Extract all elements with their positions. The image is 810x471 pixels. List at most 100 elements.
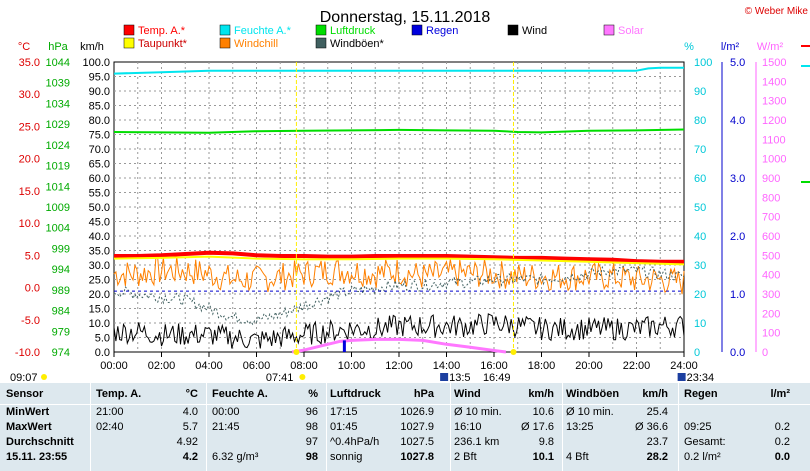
stats-cell: 97 [305,436,318,448]
x-tick-label: 24:00 [670,360,698,372]
stats-cell: hPa [413,388,434,400]
stats-cell: km/h [528,388,554,400]
press-tick-label: 999 [52,243,70,255]
chart-legend: Temp. A.* Feuchte A.* Luftdruck Regen Wind So… [123,24,644,50]
rain-tick-label: 5.0 [730,57,745,69]
stats-cell: Feuchte A. [212,388,268,400]
solar-tick-label: 900 [762,173,780,185]
wind-tick-label: 100.0 [82,57,110,69]
legend-label: Feuchte A.* [234,25,292,37]
stats-cell: 15.11. 23:55 [6,451,68,463]
moon-start-label: 13:5 [449,372,470,383]
series-smooth-2 [113,66,684,75]
legend-swatch [219,37,231,49]
temp-tick-label: -5.0 [21,315,40,327]
stats-divider [678,383,679,471]
temp-tick-label: 35.0 [19,57,40,69]
solar-tick-label: 800 [762,192,780,204]
sun-icon-rise [299,374,306,380]
wind-tick-label: 15.0 [89,304,110,316]
stats-cell: 16:10 [454,421,482,433]
stats-cell: 10.1 [532,451,554,463]
solar-tick-label: 1200 [762,115,786,127]
stats-cell: 13:25 [566,421,594,433]
stats-cell: Ø 36.6 [634,421,668,433]
wind-tick-label: 25.0 [89,275,110,287]
stats-cell: 5.7 [182,421,198,433]
stats-cell: 23.7 [646,436,668,448]
sun-icon-left [41,374,47,380]
stats-cell: 01:45 [330,421,358,433]
rain-tick-label: 1.0 [730,289,745,301]
stats-cell: 98 [305,421,318,433]
legend-label: Windböen* [330,38,385,50]
solar-tick-label: 700 [762,212,780,224]
x-tick-label: 04:00 [195,360,223,372]
stats-cell: 21:00 [96,406,124,418]
stats-cell: Temp. A. [96,388,142,400]
solar-tick-label: 500 [762,250,780,262]
solar-tick-label: 100 [762,328,780,340]
press-tick-label: 1019 [46,161,70,173]
moon-icon-set [677,373,686,381]
stats-cell: 1027.5 [400,436,434,448]
stats-divider [90,383,91,471]
solar-unit-label: W/m² [757,41,784,53]
wind-tick-label: 80.0 [89,115,110,127]
stats-cell: 00:00 [212,406,240,418]
wind-tick-label: 45.0 [89,217,110,229]
stats-cell: Ø 17.6 [520,421,554,433]
stats-cell: 98 [305,451,318,463]
stats-divider [450,383,451,471]
solar-tick-label: 1000 [762,154,786,166]
legend-label: Solar [618,25,644,37]
stats-cell: km/h [642,388,668,400]
stats-cell: °C [185,388,198,400]
stats-cell: 4.92 [176,436,198,448]
legend-swatch [315,24,327,36]
stats-cell: Ø 10 min. [566,406,614,418]
x-tick-label: 02:00 [148,360,176,372]
wind-tick-label: 85.0 [89,101,110,113]
stats-cell: 0.2 [774,421,790,433]
press-tick-label: 1044 [46,57,70,69]
wind-tick-label: 50.0 [89,202,110,214]
legend-swatch [219,24,231,36]
stats-cell: sonnig [330,451,363,463]
rain-tick-label: 4.0 [730,115,745,127]
stats-cell: 1027.8 [400,451,434,463]
stats-cell: 0.0 [774,451,790,463]
wind-tick-label: 5.0 [95,333,110,345]
sunrise-icon [293,349,300,355]
temp-tick-label: 10.0 [19,218,40,230]
press-unit-label: hPa [48,41,68,53]
hum-tick-label: 20 [694,289,706,301]
sunset-icon [510,349,517,355]
temp-tick-label: 15.0 [19,186,40,198]
stats-cell: 2 Bft [454,451,477,463]
series-smooth-0 [114,250,684,264]
stats-divider [206,383,207,471]
hum-tick-label: 0 [694,347,700,359]
rain-tick-label: 3.0 [730,173,745,185]
press-tick-label: 989 [52,285,70,297]
temp-tick-label: 30.0 [19,89,40,101]
legend-label: Luftdruck [330,25,376,37]
legend-swatch [603,24,615,36]
solar-tick-label: 300 [762,289,780,301]
chart-axes: 00:00 02:00 04:00 06:00 08:00 10:00 12:00 14:00… [10,41,810,383]
chart-title: Donnerstag, 15.11.2018 [320,9,491,26]
stats-header-divider [0,404,810,405]
press-tick-label: 1039 [46,78,70,90]
stats-cell: 4.2 [182,451,198,463]
solar-tick-label: 400 [762,270,780,282]
press-tick-label: 974 [52,347,70,359]
hum-tick-label: 40 [694,231,706,243]
stats-cell: 09:25 [684,421,712,433]
wind-tick-label: 20.0 [89,289,110,301]
wind-tick-label: 75.0 [89,130,110,142]
x-tick-label: 06:00 [243,360,271,372]
temp-tick-label: 20.0 [19,154,40,166]
stats-cell: 21:45 [212,421,240,433]
stats-cell: 10.6 [532,406,554,418]
